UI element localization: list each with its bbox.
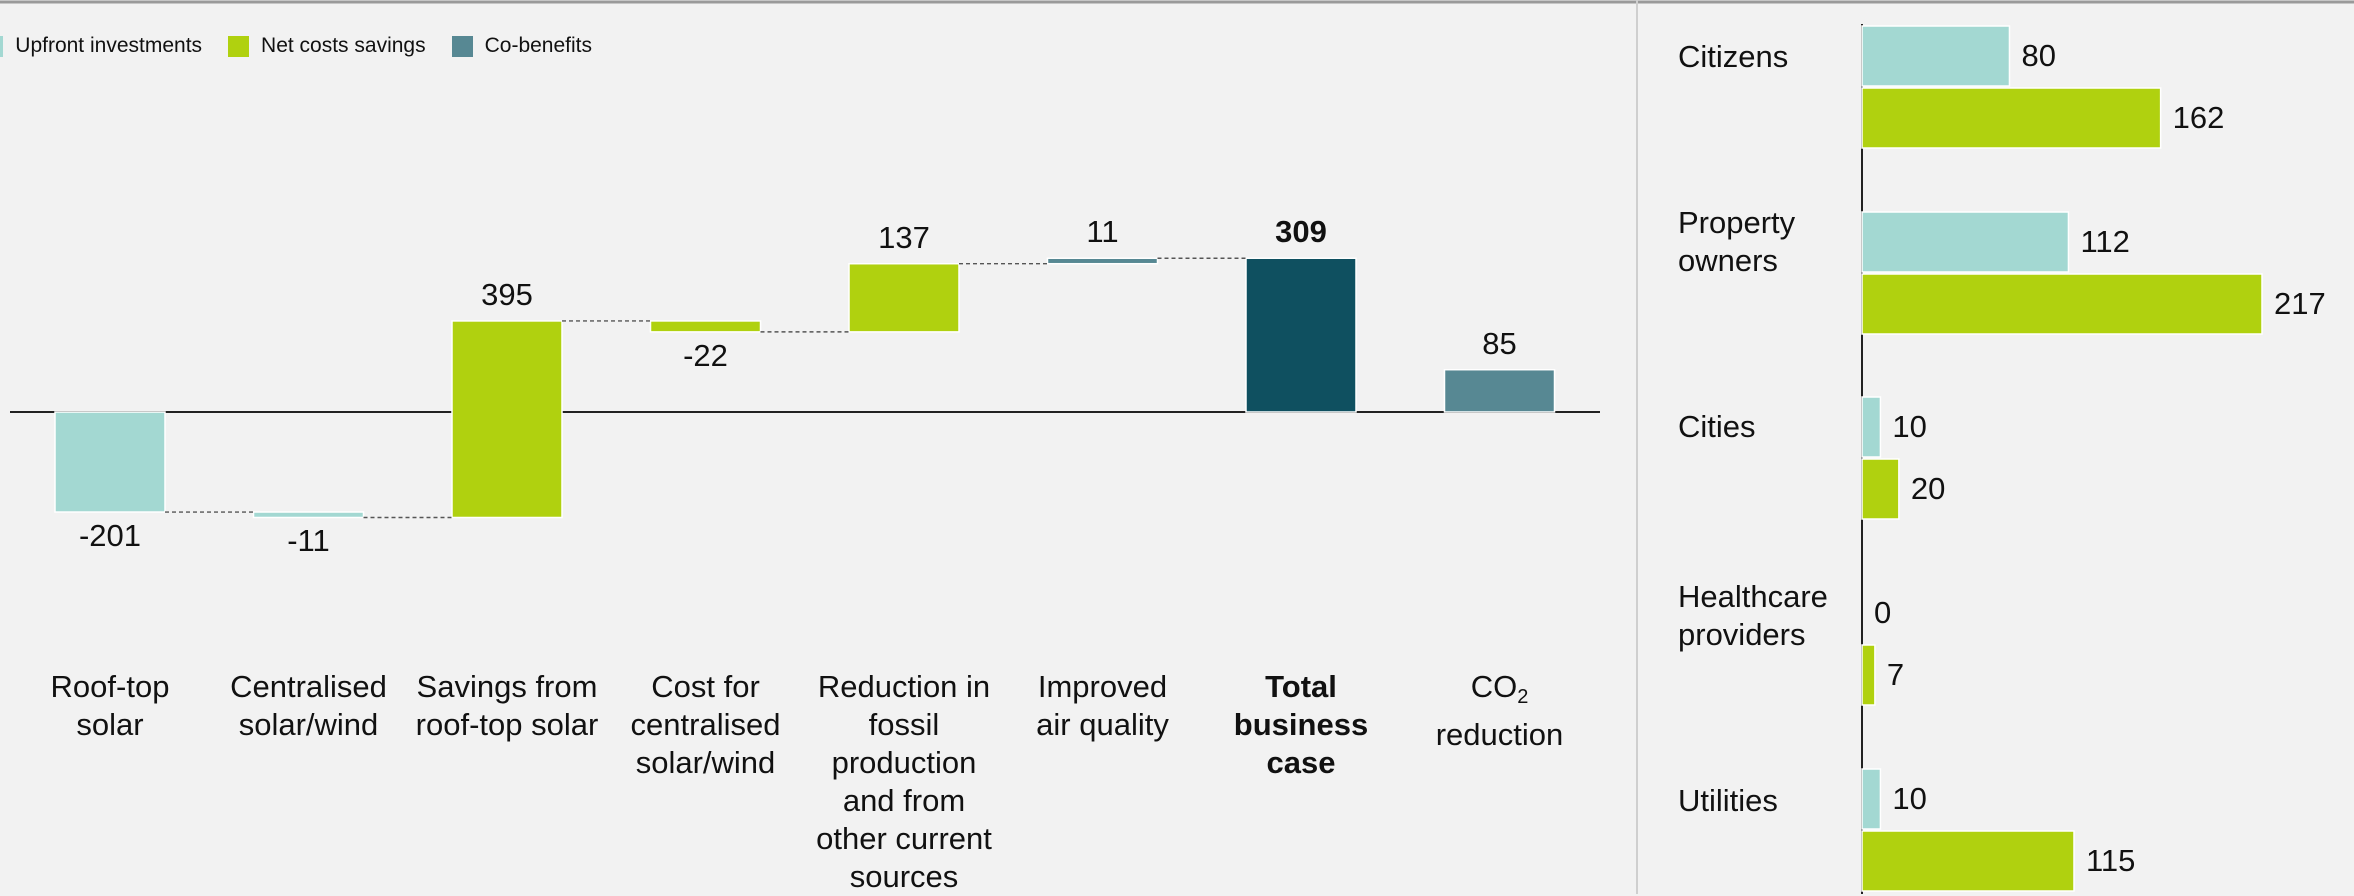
stakeholder-label: Citizens bbox=[1678, 39, 1789, 74]
legend-item-upfront: Upfront investments bbox=[0, 34, 202, 58]
waterfall-bar bbox=[1245, 257, 1357, 413]
hbar-savings bbox=[1861, 458, 1900, 520]
legend-swatch-cobenefits bbox=[451, 35, 473, 57]
legend: Upfront investments Net costs savings Co… bbox=[0, 34, 592, 58]
waterfall-value-label: -22 bbox=[683, 337, 728, 373]
legend-item-savings: Net costs savings bbox=[228, 34, 426, 58]
co2-label-text: CO bbox=[1470, 669, 1518, 704]
stakeholder-label: Utilities bbox=[1678, 783, 1778, 818]
waterfall-bar bbox=[848, 262, 960, 333]
waterfall-value-label: 309 bbox=[1275, 214, 1327, 250]
hbar-upfront bbox=[1861, 211, 2070, 273]
waterfall-bar bbox=[252, 511, 365, 519]
hbar-value-label: 162 bbox=[2172, 100, 2225, 135]
hbar-value-label: 20 bbox=[1910, 471, 1946, 506]
hbar-value-label: 10 bbox=[1892, 781, 1927, 816]
hbar-value-label: 112 bbox=[2080, 224, 2130, 259]
waterfall-bar bbox=[1443, 368, 1556, 413]
waterfall-category-label: Improved air quality bbox=[1036, 669, 1169, 742]
hbar-value-label: 0 bbox=[1874, 595, 1892, 630]
waterfall-bar bbox=[451, 320, 563, 519]
stakeholder-label: Cities bbox=[1678, 409, 1756, 444]
legend-label-cobenefits: Co-benefits bbox=[484, 34, 592, 57]
waterfall-value-label: 11 bbox=[1086, 214, 1119, 250]
waterfall-category-label: CO2 reduction bbox=[1405, 668, 1595, 754]
hbar-value-label: 7 bbox=[1886, 657, 1905, 692]
hbar-upfront bbox=[1861, 396, 1882, 458]
hbar-savings bbox=[1861, 273, 2263, 335]
waterfall-bar bbox=[54, 411, 166, 513]
hbar-upfront bbox=[1861, 768, 1882, 830]
legend-swatch-upfront bbox=[0, 35, 4, 57]
stakeholder-label: Property owners bbox=[1678, 205, 1796, 278]
waterfall-bar bbox=[1046, 257, 1159, 265]
waterfall-bar bbox=[649, 320, 762, 333]
waterfall-category-label: Cost for centralised solar/wind bbox=[630, 669, 781, 780]
legend-label-savings: Net costs savings bbox=[261, 34, 426, 57]
legend-swatch-savings bbox=[228, 35, 250, 57]
co2-label-second-line: reduction bbox=[1435, 717, 1564, 752]
co2-subscript: 2 bbox=[1517, 686, 1529, 708]
hbar-savings bbox=[1861, 87, 2162, 149]
waterfall-category-label: Reduction in fossil production and from … bbox=[816, 669, 992, 894]
stakeholder-label: Healthcare providers bbox=[1678, 579, 1828, 652]
waterfall-value-label: 137 bbox=[878, 219, 930, 255]
hbar-value-label: 217 bbox=[2274, 286, 2326, 321]
hbar-savings bbox=[1861, 830, 2075, 892]
hbar-value-label: 10 bbox=[1892, 409, 1927, 444]
waterfall-value-label: -201 bbox=[78, 518, 142, 554]
waterfall-value-label: 395 bbox=[481, 276, 533, 312]
waterfall-category-label: Total business case bbox=[1233, 669, 1369, 780]
legend-label-upfront: Upfront investments bbox=[15, 34, 203, 57]
waterfall-category-label: Savings from roof-top solar bbox=[415, 669, 599, 742]
hbar-value-label: 115 bbox=[2085, 843, 2136, 878]
hbar-savings bbox=[1861, 644, 1876, 706]
waterfall-category-label: Roof-top solar bbox=[50, 669, 170, 742]
hbar-value-label: 80 bbox=[2021, 38, 2056, 73]
waterfall-category-label: Centralised solar/wind bbox=[230, 669, 387, 742]
waterfall-value-label: -11 bbox=[287, 523, 330, 559]
waterfall-value-label: 85 bbox=[1482, 325, 1517, 361]
legend-item-cobenefits: Co-benefits bbox=[451, 34, 592, 58]
hbar-upfront bbox=[1861, 25, 2011, 87]
